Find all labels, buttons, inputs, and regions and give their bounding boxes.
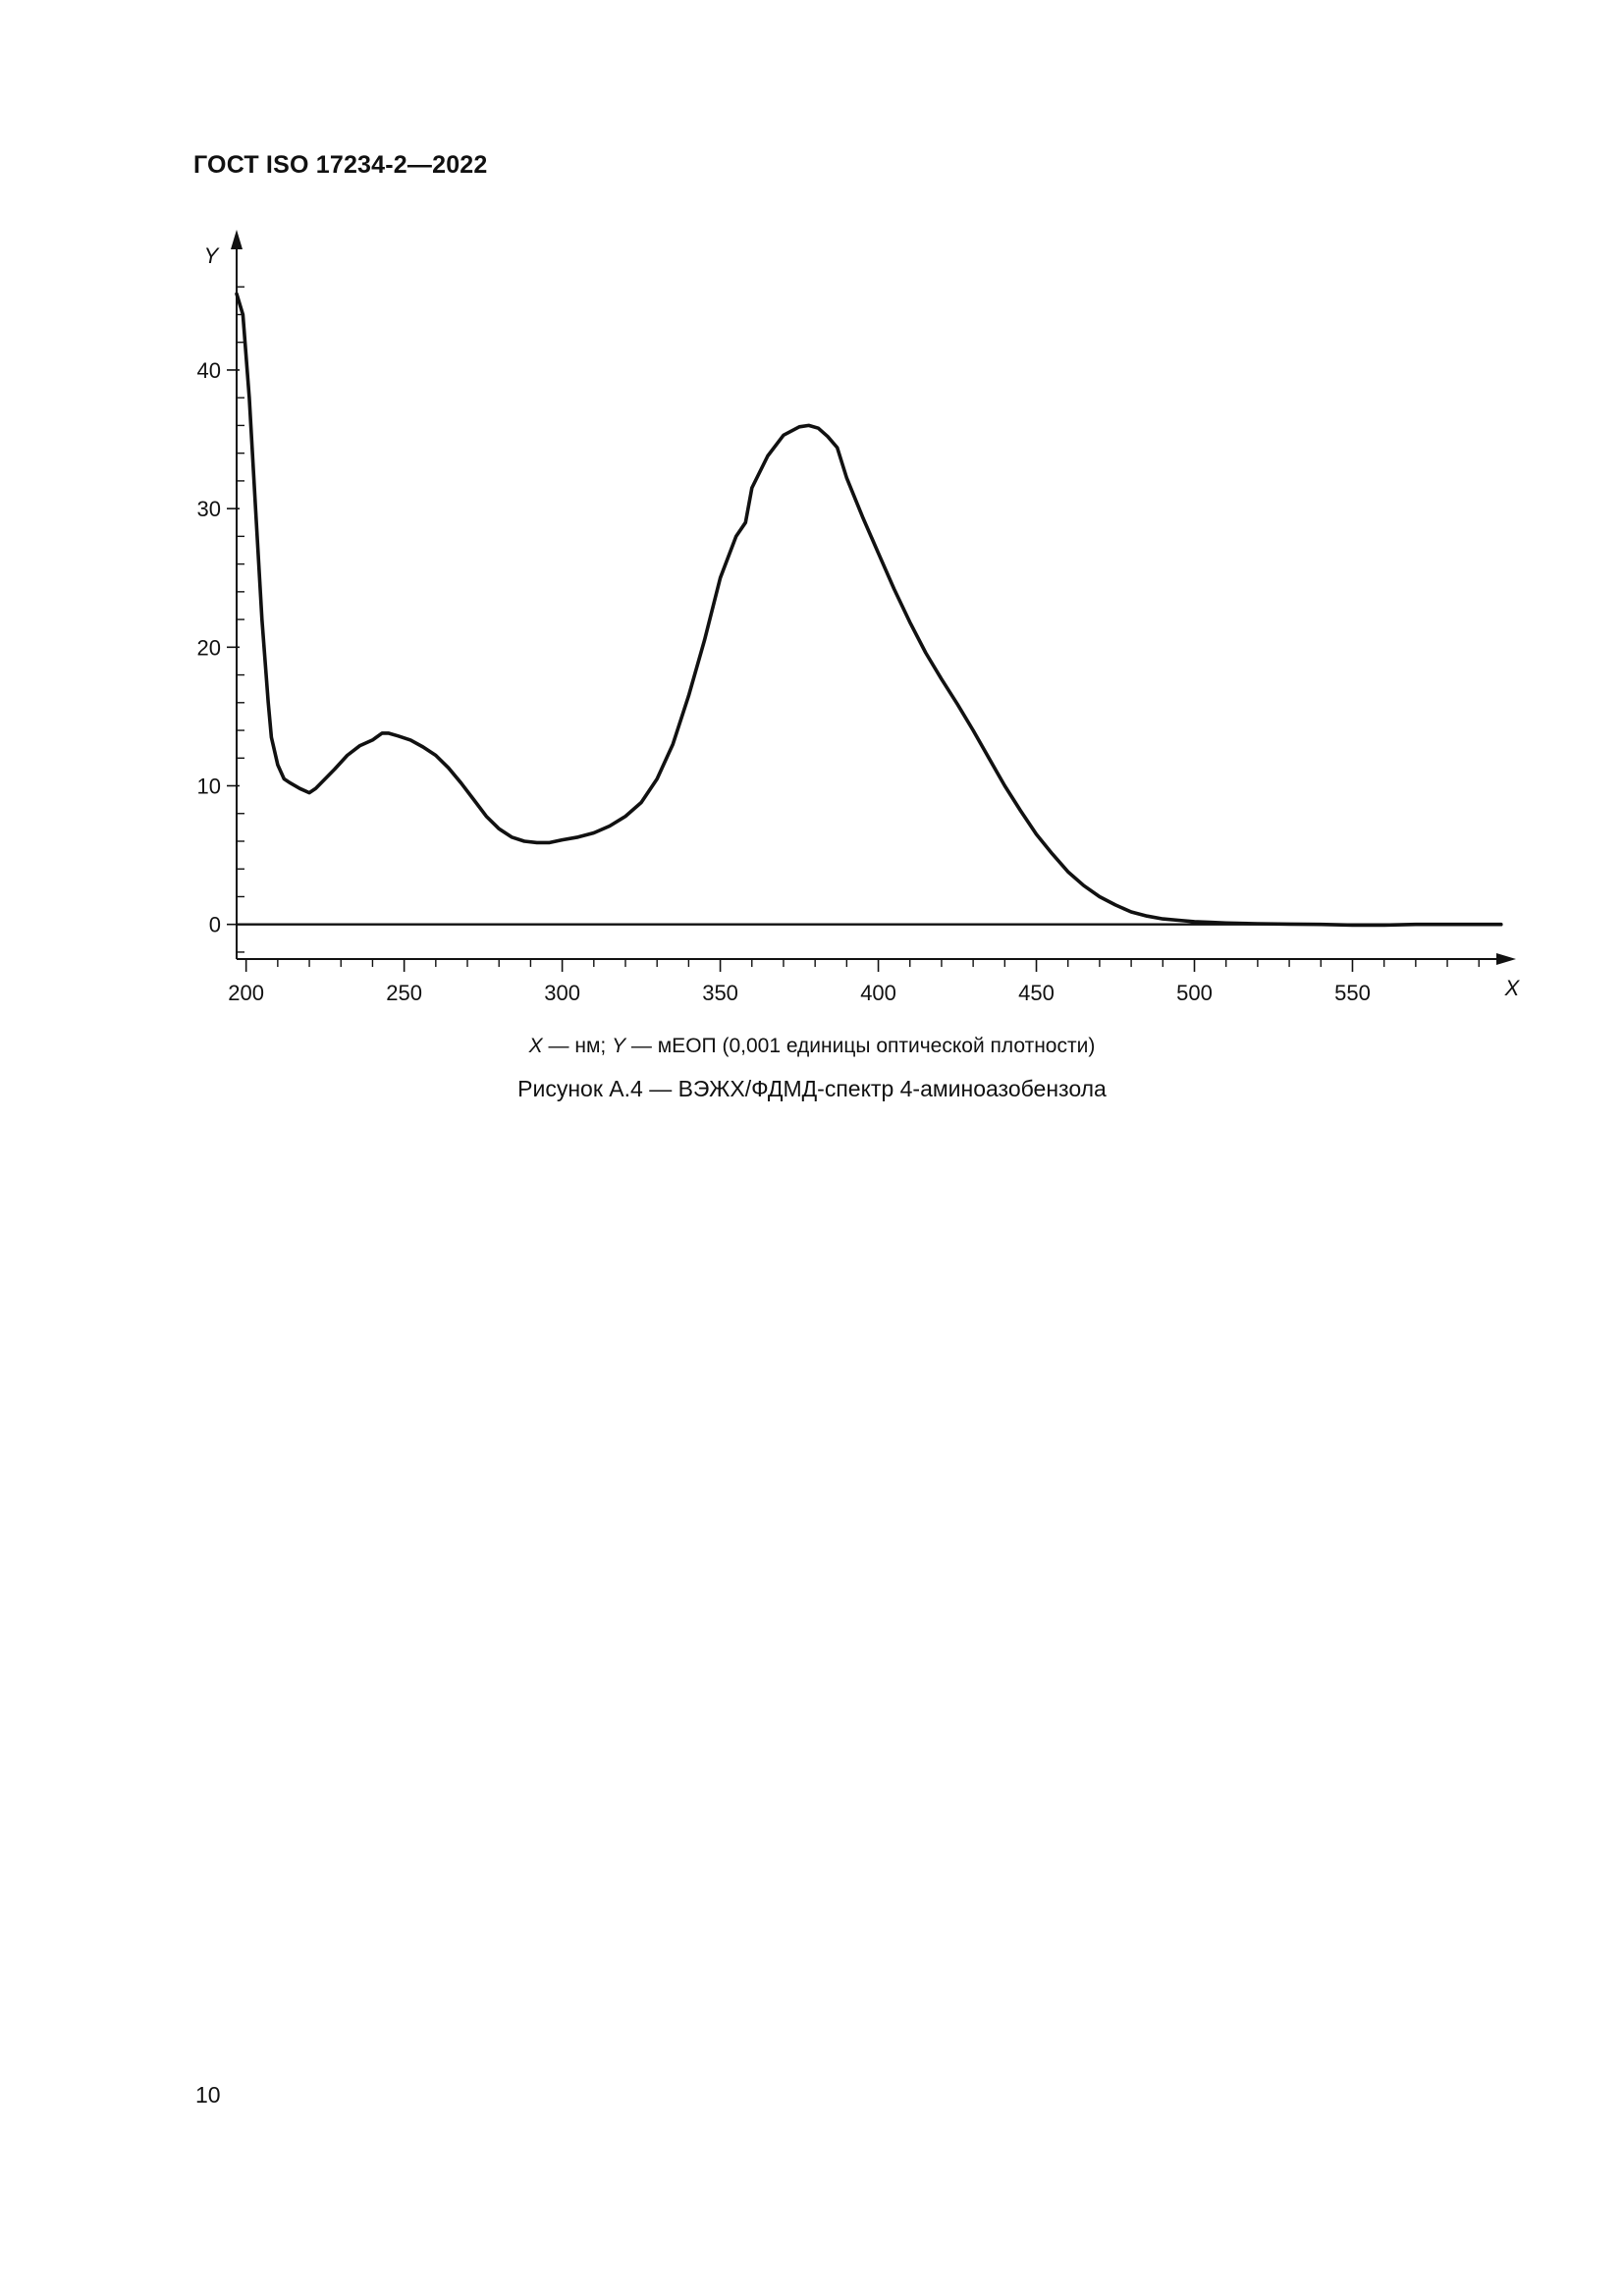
y-tick-label-20: 20: [197, 635, 221, 660]
x-tick-label-200: 200: [228, 981, 264, 1005]
y-tick-label-40: 40: [197, 358, 221, 383]
x-tick-label-300: 300: [544, 981, 580, 1005]
y-tick-label-30: 30: [197, 497, 221, 521]
x-tick-label-350: 350: [702, 981, 738, 1005]
legend-x-text: — нм;: [542, 1035, 613, 1057]
document-header: ГОСТ ISO 17234-2—2022: [193, 151, 488, 179]
chart-series: [235, 292, 1503, 928]
figure-caption: Рисунок А.4 — ВЭЖХ/ФДМД-спектр 4-аминоаз…: [517, 1076, 1107, 1101]
spectrum-series-line-0: [235, 292, 1503, 928]
x-tick-label-500: 500: [1176, 981, 1213, 1005]
chart-axes: XY: [204, 230, 1521, 1000]
legend-y-text: — мЕОП (0,001 единицы оптической плотнос…: [625, 1035, 1096, 1057]
legend-x-symbol: X: [528, 1035, 543, 1057]
chart-ticks: 200 250 300 350 400 450 500 550 0 10 20 30 40: [197, 286, 1480, 1005]
x-tick-label-250: 250: [386, 981, 422, 1005]
x-tick-label-550: 550: [1334, 981, 1371, 1005]
y-axis-symbol: Y: [204, 243, 220, 268]
x-axis-arrow: [1496, 953, 1516, 965]
x-tick-label-450: 450: [1018, 981, 1055, 1005]
page-number: 10: [195, 2082, 221, 2108]
y-axis-arrow: [231, 230, 243, 249]
x-tick-label-400: 400: [860, 981, 896, 1005]
y-tick-label-10: 10: [197, 774, 221, 799]
legend-y-symbol: Y: [612, 1035, 626, 1057]
x-axis-symbol: X: [1504, 976, 1521, 1000]
y-tick-label-0: 0: [209, 913, 221, 937]
axis-legend: X — нм; Y — мЕОП (0,001 единицы оптическ…: [0, 1035, 1624, 1058]
